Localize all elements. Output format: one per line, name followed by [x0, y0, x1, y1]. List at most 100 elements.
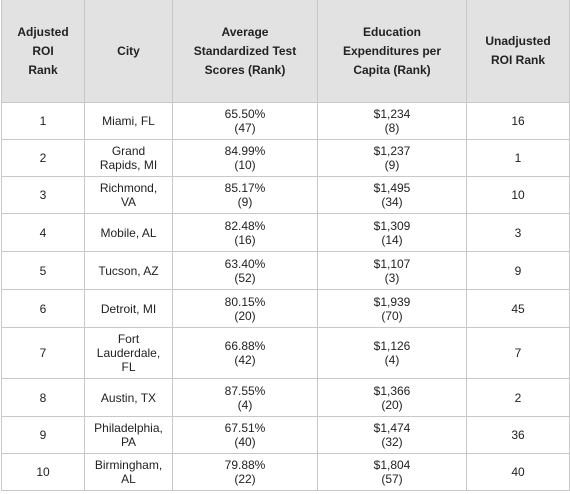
- city-line: Tucson, AZ: [98, 263, 159, 278]
- table-row: 6 Detroit, MI 80.15% (20) $1,939 (70) 45: [1, 289, 570, 328]
- city-line: Richmond,: [99, 181, 158, 195]
- header-line: ROI: [32, 43, 54, 58]
- expenditure-rank: (9): [384, 158, 400, 172]
- cell-unadjusted-rank: 3: [466, 213, 570, 252]
- score-value: 65.50%: [224, 107, 266, 121]
- header-line: ROI Rank: [490, 53, 545, 67]
- cell-expenditure: $1,366 (20): [317, 378, 467, 417]
- table-body: 1 Miami, FL 65.50% (47) $1,234 (8) 16 2 …: [1, 102, 570, 491]
- cell-city: Miami, FL: [84, 102, 173, 140]
- expenditure-value: $1,939: [373, 294, 411, 309]
- expenditure-value: $1,234: [373, 107, 411, 121]
- cell-score: 82.48% (16): [172, 213, 318, 252]
- cell-unadjusted-rank: 1: [466, 139, 570, 177]
- expenditure-rank: (34): [381, 195, 403, 209]
- score-value: 80.15%: [224, 294, 266, 309]
- header-line: Unadjusted: [485, 34, 551, 48]
- table-header: Adjusted ROI Rank City Average Standardi…: [1, 0, 570, 103]
- cell-city: Fort Lauderdale, FL: [84, 327, 173, 379]
- score-value: 84.99%: [224, 144, 266, 158]
- city-line: AL: [121, 472, 136, 486]
- score-rank: (20): [234, 308, 256, 323]
- cell-score: 63.40% (52): [172, 251, 318, 290]
- expenditure-rank: (8): [384, 121, 400, 135]
- city-line: Austin, TX: [100, 390, 157, 405]
- score-rank: (40): [234, 435, 256, 449]
- table-row: 1 Miami, FL 65.50% (47) $1,234 (8) 16: [1, 102, 570, 140]
- cell-unadjusted-rank: 9: [466, 251, 570, 290]
- cell-city: Grand Rapids, MI: [84, 139, 173, 177]
- city-line: Mobile, AL: [100, 225, 157, 240]
- score-rank: (42): [234, 353, 256, 367]
- cell-city: Philadelphia, PA: [84, 416, 173, 454]
- city-line: Lauderdale,: [96, 346, 161, 360]
- header-city: City: [84, 0, 173, 103]
- header-line: Average: [221, 24, 269, 39]
- cell-city: Detroit, MI: [84, 289, 173, 328]
- header-line: Adjusted: [17, 24, 69, 39]
- city-line: Grand: [111, 144, 146, 158]
- cell-rank: 8: [1, 378, 85, 417]
- header-unadjusted-roi-rank: Unadjusted ROI Rank: [466, 0, 570, 103]
- city-line: PA: [120, 435, 137, 449]
- cell-city: Birmingham, AL: [84, 453, 173, 491]
- cell-rank: 3: [1, 176, 85, 214]
- table-row: 7 Fort Lauderdale, FL 66.88% (42) $1,126…: [1, 327, 570, 379]
- cell-rank: 4: [1, 213, 85, 252]
- cell-expenditure: $1,495 (34): [317, 176, 467, 214]
- header-line: Expenditures per: [342, 43, 442, 58]
- score-value: 87.55%: [224, 383, 266, 398]
- score-value: 79.88%: [224, 458, 266, 472]
- cell-expenditure: $1,474 (32): [317, 416, 467, 454]
- score-value: 67.51%: [224, 421, 266, 435]
- cell-rank: 1: [1, 102, 85, 140]
- header-line: Education: [362, 24, 421, 39]
- score-rank: (16): [234, 232, 256, 247]
- header-adjusted-roi-rank: Adjusted ROI Rank: [1, 0, 85, 103]
- table-row: 8 Austin, TX 87.55% (4) $1,366 (20) 2: [1, 378, 570, 417]
- cell-score: 84.99% (10): [172, 139, 318, 177]
- score-rank: (47): [234, 121, 256, 135]
- score-rank: (4): [237, 397, 253, 412]
- cell-unadjusted-rank: 36: [466, 416, 570, 454]
- cell-score: 87.55% (4): [172, 378, 318, 417]
- cell-rank: 10: [1, 453, 85, 491]
- city-line: Rapids, MI: [99, 158, 158, 172]
- expenditure-value: $1,309: [373, 218, 411, 233]
- score-rank: (9): [237, 195, 253, 209]
- header-line: Scores (Rank): [204, 62, 286, 77]
- city-line: Philadelphia,: [94, 421, 163, 435]
- cell-city: Tucson, AZ: [84, 251, 173, 290]
- cell-expenditure: $1,804 (57): [317, 453, 467, 491]
- cell-score: 85.17% (9): [172, 176, 318, 214]
- table-row: 9 Philadelphia, PA 67.51% (40) $1,474 (3…: [1, 416, 570, 454]
- city-line: Detroit, MI: [100, 301, 157, 316]
- header-line: Capita (Rank): [353, 62, 431, 77]
- table-row: 2 Grand Rapids, MI 84.99% (10) $1,237 (9…: [1, 139, 570, 177]
- cell-expenditure: $1,237 (9): [317, 139, 467, 177]
- header-line: Rank: [28, 62, 58, 77]
- cell-unadjusted-rank: 45: [466, 289, 570, 328]
- cell-rank: 2: [1, 139, 85, 177]
- cell-city: Richmond, VA: [84, 176, 173, 214]
- cell-expenditure: $1,309 (14): [317, 213, 467, 252]
- city-line: Birmingham,: [94, 458, 163, 472]
- cell-expenditure: $1,126 (4): [317, 327, 467, 379]
- expenditure-value: $1,366: [373, 383, 411, 398]
- expenditure-rank: (70): [381, 308, 403, 323]
- cell-score: 80.15% (20): [172, 289, 318, 328]
- cell-unadjusted-rank: 40: [466, 453, 570, 491]
- cell-city: Austin, TX: [84, 378, 173, 417]
- cell-rank: 6: [1, 289, 85, 328]
- expenditure-rank: (57): [381, 472, 403, 486]
- cell-unadjusted-rank: 7: [466, 327, 570, 379]
- score-value: 63.40%: [224, 256, 266, 271]
- expenditure-value: $1,474: [373, 421, 411, 435]
- score-value: 66.88%: [224, 339, 266, 353]
- expenditure-rank: (20): [381, 397, 403, 412]
- cell-score: 67.51% (40): [172, 416, 318, 454]
- cell-unadjusted-rank: 10: [466, 176, 570, 214]
- header-line: Standardized Test: [193, 43, 297, 58]
- cell-city: Mobile, AL: [84, 213, 173, 252]
- table-row: 3 Richmond, VA 85.17% (9) $1,495 (34) 10: [1, 176, 570, 214]
